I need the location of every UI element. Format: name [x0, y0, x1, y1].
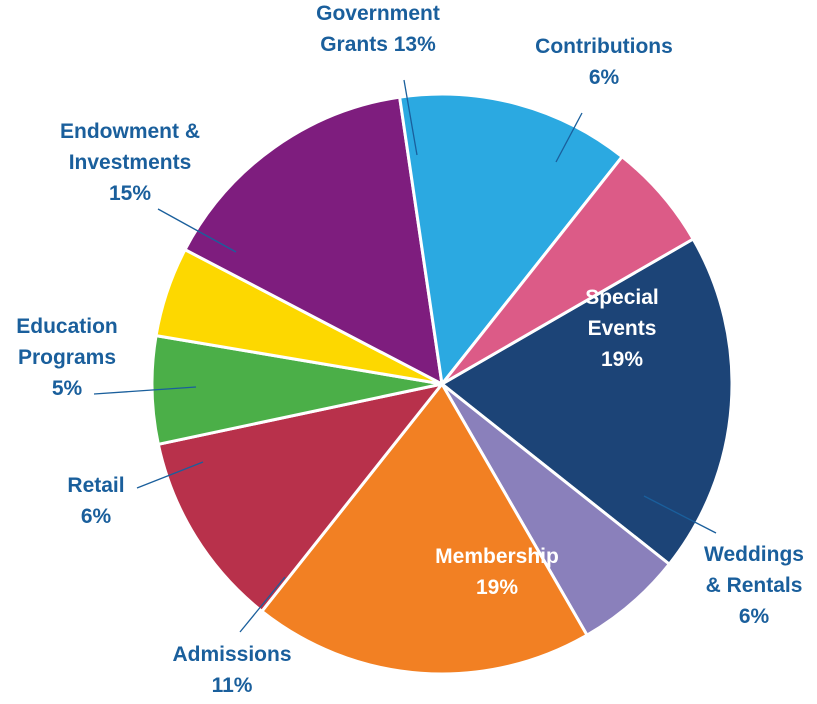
leader-line-retail [136, 461, 204, 489]
slice-label-line: Investments [69, 151, 192, 174]
leader-line-weddings-rentals [643, 495, 717, 534]
pie-slice-contributions [440, 155, 695, 386]
slice-label-line: Special [585, 286, 659, 309]
slice-label-line: Government [316, 2, 440, 25]
slice-label-government-grants: Government Grants 13% [316, 2, 440, 56]
leader-line-government-grants [403, 79, 418, 156]
slice-label-line: 15% [109, 182, 151, 205]
slice-label-line: 11% [212, 674, 253, 697]
slice-label-weddings-rentals: Weddings & Rentals 6% [704, 543, 804, 628]
leader-line-admissions [239, 576, 286, 633]
pie-slice-admissions [156, 382, 444, 613]
slice-label-line: Programs [18, 346, 116, 369]
pie-slice-membership [260, 382, 589, 676]
slice-label-line: Events [588, 317, 657, 340]
slice-label-line: Admissions [172, 643, 291, 666]
slice-label-retail: Retail 6% [67, 474, 124, 528]
slice-label-line: Weddings [704, 543, 804, 566]
pie-slice-endowment-investments [183, 95, 444, 386]
slice-label-line: 6% [739, 605, 770, 628]
slice-label-line: 5% [52, 377, 83, 400]
slice-label-line: & Rentals [706, 574, 803, 597]
leader-line-contributions [555, 112, 583, 163]
slice-label-line: 19% [476, 576, 518, 599]
pie-slice-special-events [440, 237, 734, 566]
slice-label-line: Retail [67, 474, 124, 497]
slice-label-line: Education [16, 315, 118, 338]
slice-label-admissions: Admissions 11% [172, 643, 291, 697]
slice-label-endowment-investments: Endowment & Investments 15% [60, 120, 200, 205]
slice-label-membership: Membership 19% [435, 545, 559, 599]
leader-line-endowment-investments [157, 208, 237, 253]
slice-labels: Special Events 19% Weddings & Rentals 6% Membe… [16, 2, 804, 697]
slice-label-line: 19% [601, 348, 643, 371]
slice-label-line: Contributions [535, 35, 673, 58]
leader-line-education-programs [93, 386, 197, 395]
slice-label-contributions: Contributions 6% [535, 35, 673, 89]
slice-label-line: Membership [435, 545, 559, 568]
slice-label-special-events: Special Events 19% [585, 286, 659, 371]
slice-label-line: Grants 13% [320, 33, 436, 56]
slice-label-line: 6% [589, 66, 620, 89]
slice-label-line: 6% [81, 505, 112, 528]
pie-slice-government-grants [398, 92, 624, 386]
leader-lines [93, 79, 717, 633]
pie-slices [150, 92, 734, 676]
slice-label-education-programs: Education Programs 5% [16, 315, 118, 400]
slice-label-line: Endowment & [60, 120, 200, 143]
